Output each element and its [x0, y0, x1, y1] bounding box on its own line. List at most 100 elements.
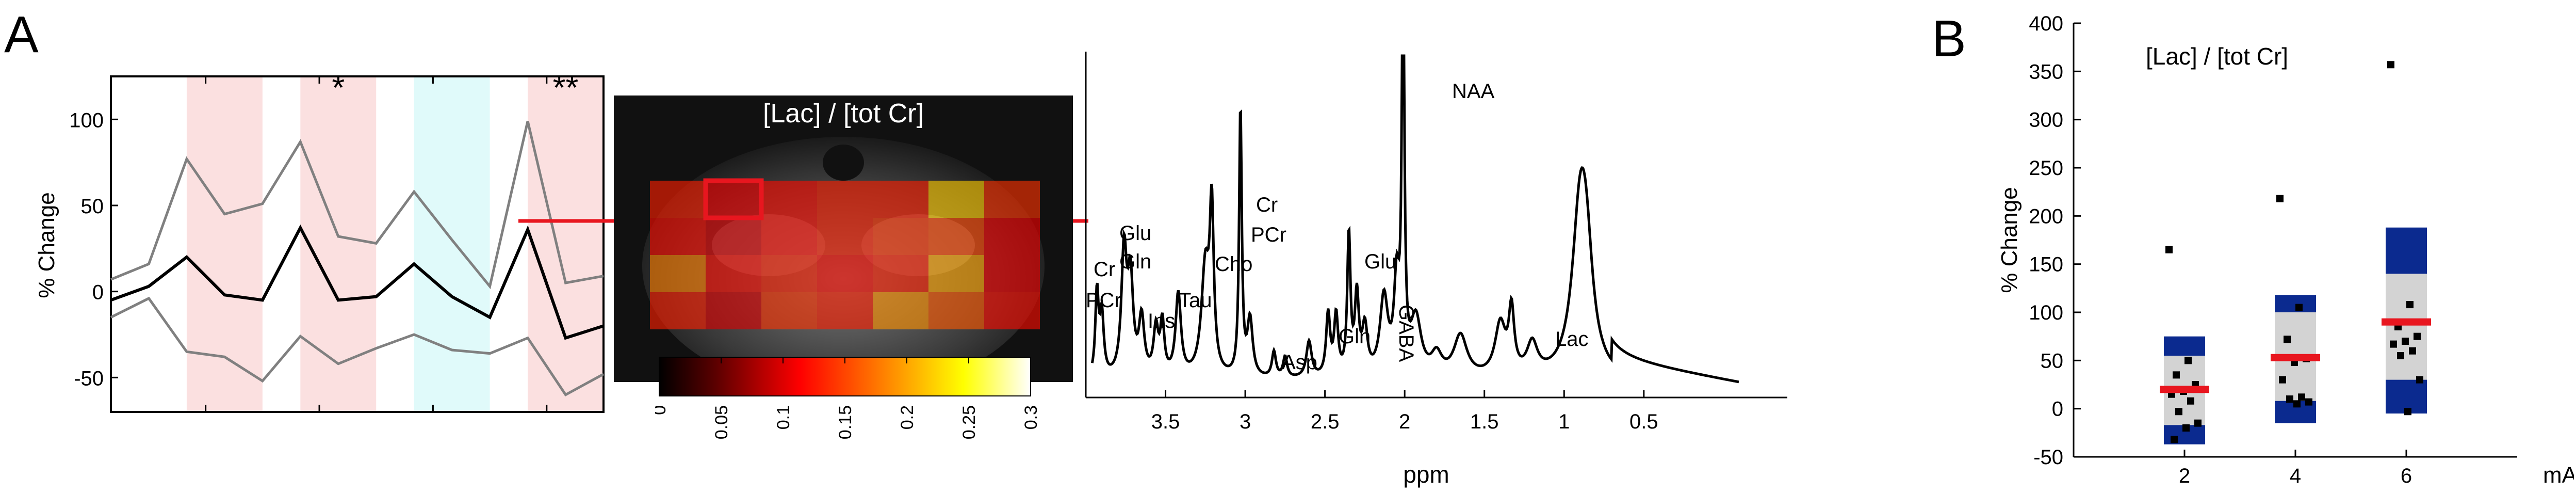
b-y-tick-label: 300 — [2029, 109, 2063, 132]
data-point — [2173, 371, 2180, 379]
brain-map — [614, 96, 1073, 382]
voxel-cell — [928, 218, 984, 255]
voxel-cell — [650, 181, 706, 218]
spectrum-trace — [1090, 54, 1739, 384]
voxel-cell — [928, 255, 984, 292]
b-x-tick-label: 4 — [2290, 465, 2301, 487]
data-point — [2416, 376, 2423, 384]
peak-label: PCr — [1251, 224, 1286, 246]
colorbar-tick-label: 0.05 — [712, 405, 731, 439]
y-axis-label: % Change — [34, 192, 59, 298]
colorbar-tick-label: 0.2 — [898, 405, 917, 430]
b-y-tick-label: 250 — [2029, 157, 2063, 180]
spectrum-tick-label: 2 — [1399, 410, 1410, 433]
b-y-tick-label: -50 — [2033, 446, 2063, 469]
voxel-cell — [873, 292, 928, 329]
y-tick-label: 0 — [92, 281, 104, 304]
voxel-cell — [817, 255, 873, 292]
data-point — [2409, 347, 2416, 355]
voxel-cell — [706, 255, 761, 292]
mean-marker — [2382, 318, 2431, 326]
data-point — [2286, 395, 2293, 403]
voxel-cell — [761, 255, 817, 292]
data-point — [2402, 338, 2409, 345]
voxel-cell — [928, 181, 984, 218]
voxel-cell — [817, 181, 873, 218]
spectrum-x-label: ppm — [1403, 461, 1449, 488]
significance-marker: ** — [553, 69, 579, 106]
voxel-cell — [706, 181, 761, 218]
spectrum-tick-label: 2.5 — [1311, 410, 1340, 433]
voxel-cell — [873, 181, 928, 218]
mean-marker — [2160, 386, 2209, 393]
voxel-cell — [761, 218, 817, 255]
peak-label: GABA — [1395, 305, 1417, 362]
data-point — [2279, 376, 2286, 384]
highlighted-voxel — [703, 178, 764, 220]
b-y-tick-label: 100 — [2029, 301, 2063, 324]
panel-label-a: A — [4, 6, 39, 63]
b-y-tick-label: 0 — [2052, 398, 2063, 421]
b-x-tick-label: 2 — [2179, 465, 2190, 487]
voxel-grid — [650, 178, 1040, 329]
data-point — [2295, 304, 2303, 311]
significance-annotations: * ** — [332, 69, 578, 106]
peak-label: Cr — [1256, 194, 1278, 216]
b-y-tick-label: 400 — [2029, 12, 2063, 35]
b-x-label: mA — [2543, 463, 2574, 488]
colorbar-tick-label: 0.25 — [959, 405, 979, 439]
voxel-cell — [706, 292, 761, 329]
series-line-mean — [110, 224, 604, 340]
y-tick-label: 50 — [81, 195, 104, 218]
data-point — [2404, 408, 2411, 416]
b-x-ticks: 2 4 6 — [2179, 450, 2412, 487]
significance-marker: * — [332, 69, 345, 106]
voxel-cell — [817, 218, 873, 255]
data-point — [2298, 393, 2305, 401]
peak-label: Cho — [1215, 253, 1252, 276]
data-point — [2390, 340, 2397, 348]
voxel-cell — [984, 292, 1040, 329]
range-boxes — [2164, 227, 2427, 444]
spectrum-tick-label: 1.5 — [1470, 410, 1499, 433]
data-point — [2406, 301, 2414, 309]
voxel-cell — [817, 292, 873, 329]
b-y-ticks: -50 0 50 100 150 200 250 300 350 400 — [2029, 12, 2081, 469]
data-point — [2305, 398, 2312, 406]
peak-label: Gln — [1339, 325, 1371, 348]
voxel-cell — [761, 181, 817, 218]
line-series — [110, 121, 605, 396]
data-point — [2194, 419, 2202, 427]
colorbar-tick-label: 0.15 — [836, 405, 855, 439]
data-point — [2397, 352, 2404, 359]
peak-label: Glu — [1364, 250, 1396, 273]
voxel-cell — [650, 255, 706, 292]
peak-label: Asp — [1282, 351, 1317, 374]
peak-label: Tau — [1179, 289, 1212, 312]
voxel-cell — [650, 218, 706, 255]
shaded-band — [300, 76, 377, 412]
spectrum-tick-label: 0.5 — [1629, 410, 1658, 433]
data-point — [2165, 246, 2173, 253]
panel-label-b: B — [1932, 10, 1966, 68]
data-point — [2293, 400, 2301, 408]
series-line-lower — [110, 296, 605, 396]
data-points — [2165, 61, 2423, 443]
data-point — [2187, 397, 2194, 405]
data-point — [2182, 424, 2190, 432]
voxel-cell — [984, 218, 1040, 255]
peak-label: Lac — [1555, 328, 1589, 351]
y-tick-label: -50 — [74, 367, 104, 390]
b-y-tick-label: 50 — [2041, 349, 2064, 372]
voxel-cell — [928, 292, 984, 329]
data-point — [2276, 195, 2284, 202]
voxel-cell — [650, 292, 706, 329]
y-tick-label: 100 — [69, 109, 104, 132]
peak-label: NAA — [1452, 80, 1495, 103]
b-y-label: % Change — [1997, 187, 2022, 293]
lactate-scatter-chart: -50 0 50 100 150 200 250 300 350 400 2 4 6 [Lac] / … — [1997, 12, 2574, 488]
brain-map-title: [Lac] / [tot Cr] — [762, 99, 924, 129]
b-chart-title: [Lac] / [tot Cr] — [2146, 43, 2288, 70]
